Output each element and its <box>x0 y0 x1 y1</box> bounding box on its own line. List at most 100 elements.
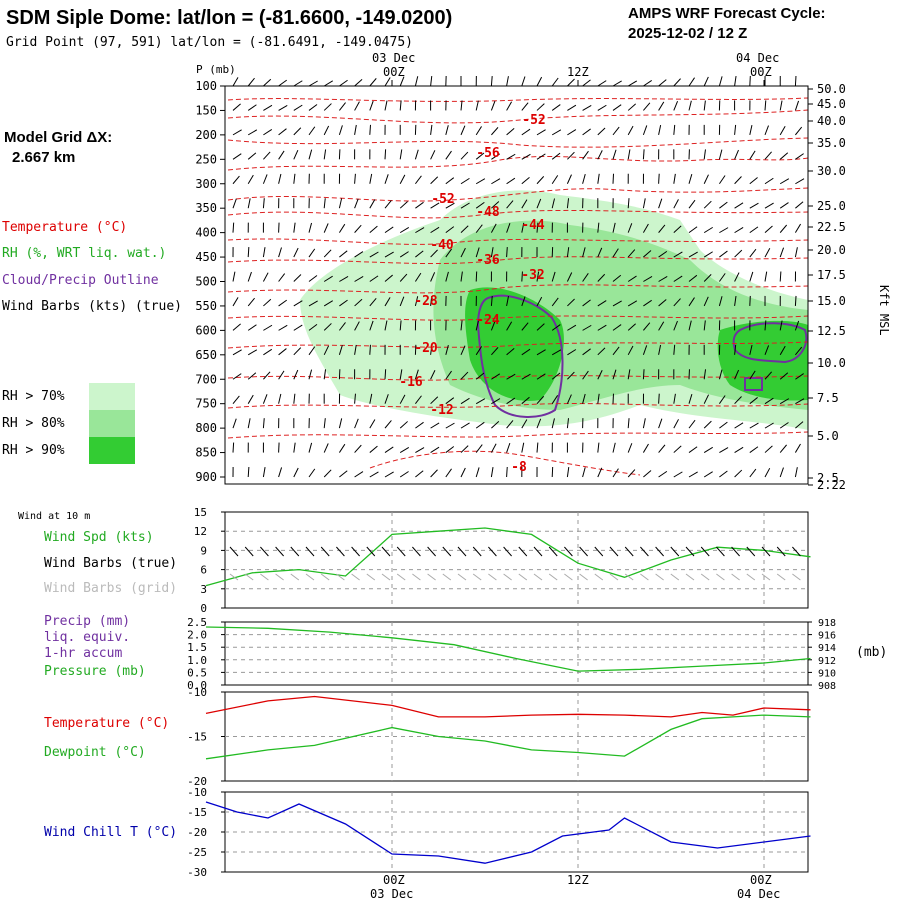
wind-barb <box>734 344 737 355</box>
temperature-contour-label: -44 <box>521 218 545 233</box>
wind-barb <box>627 125 634 136</box>
wind-barb <box>597 442 600 453</box>
wind-barb <box>506 296 509 307</box>
wind-barb <box>491 201 500 209</box>
wind-barb <box>232 222 235 233</box>
wind-barb <box>354 173 356 184</box>
wind-barb <box>643 299 652 307</box>
wind-barb <box>627 103 637 111</box>
wind-barb <box>794 75 797 87</box>
wind-barb <box>232 373 242 380</box>
wind-barb <box>475 178 486 185</box>
surface-wind-barb <box>609 546 619 557</box>
wind-barb <box>414 149 419 160</box>
wind-barb <box>627 323 636 331</box>
wind-barb <box>263 371 271 380</box>
wind-barb <box>293 324 303 331</box>
wind-barb <box>308 80 318 87</box>
wind-barb <box>597 324 607 331</box>
wind-barb <box>506 321 513 331</box>
wind-barb <box>597 173 600 184</box>
wind-barb <box>262 272 269 282</box>
temperature-labels: -52 -56 -52 -48 -44 -40 -36 -32 -28 -24 -20 -16 -12 -… <box>399 113 545 475</box>
wind-barb <box>278 393 282 404</box>
wind-barb <box>779 271 782 282</box>
wind-barb <box>566 174 572 184</box>
wind-barb <box>399 174 406 184</box>
wind-barb <box>232 395 240 405</box>
wind-barb <box>384 274 393 282</box>
wind-barb <box>749 248 757 258</box>
wind-barb <box>293 393 296 404</box>
rh-label: RH (%, WRT liq. wat.) <box>2 246 166 261</box>
wind-barb <box>551 198 556 209</box>
rh-legend: RH > 70% RH > 80% RH > 90% <box>2 383 135 464</box>
wind-barb <box>658 299 667 307</box>
top-tick-00z-2: 00Z <box>750 65 772 79</box>
grid-wind-barb <box>655 573 664 581</box>
wind-barb <box>323 443 329 453</box>
wind-barb <box>597 80 607 87</box>
wind-barb <box>688 320 692 331</box>
wind-barb <box>262 247 266 258</box>
wind-barb <box>642 223 649 233</box>
wind-barb <box>612 369 617 380</box>
grid-wind-barb <box>381 573 391 581</box>
wind-barb <box>749 271 754 282</box>
wind-barb <box>475 421 485 429</box>
wind-barb <box>414 369 419 380</box>
grid-wind-barb <box>594 573 604 581</box>
wind-barb <box>612 324 622 331</box>
wind-barb <box>475 346 483 356</box>
wind-barb <box>247 418 251 429</box>
height-tick-label: 20.0 <box>817 243 846 257</box>
wind-barb <box>415 250 424 258</box>
wind-barb <box>521 396 530 405</box>
isotherm-line <box>227 97 809 102</box>
wind-barb <box>551 77 559 87</box>
wind-barb <box>749 125 753 135</box>
wind-barb <box>369 471 379 478</box>
wind-barb <box>734 396 742 405</box>
bottom-tick-00z-1: 00Z <box>383 873 405 887</box>
wind-barb <box>779 422 789 429</box>
wind-barb <box>247 247 250 258</box>
grid-wind-barb <box>518 573 528 581</box>
height-tick-label: 30.0 <box>817 164 846 178</box>
surface-wind-barb <box>731 546 740 557</box>
wind-barb <box>354 393 356 404</box>
wind-barb <box>521 102 529 111</box>
wind-barb <box>734 469 743 478</box>
wind-barb <box>384 226 394 234</box>
wind-barb <box>795 346 803 356</box>
isotherm-line <box>227 403 809 409</box>
wind-barb <box>764 125 769 136</box>
wind-barb <box>475 100 479 111</box>
wind-barb <box>566 394 572 404</box>
surface-wind-barb <box>518 546 528 557</box>
wind-barb <box>460 445 469 453</box>
surface-wind-barb <box>381 546 391 557</box>
bottom-date-1: 03 Dec <box>370 887 413 900</box>
wind-barb <box>445 446 455 453</box>
wind-barb <box>293 442 296 453</box>
wind-barb <box>643 276 653 282</box>
Temperature (°C)-line <box>205 695 811 718</box>
wind-barb <box>232 271 236 282</box>
height-tick-label: 25.0 <box>817 199 846 213</box>
wind-barb <box>521 296 526 307</box>
wind-barb <box>642 345 648 355</box>
wind-barb <box>612 346 620 356</box>
surface-wind-barb <box>776 546 786 557</box>
pressure-tick-label: 916 <box>818 631 836 642</box>
pressure-tick-label: 914 <box>818 643 836 654</box>
isotherm-line <box>227 137 809 148</box>
wind-barb <box>460 177 470 185</box>
wind-barb <box>475 152 485 160</box>
grid-wind-barb <box>275 573 284 581</box>
Wind Chill T (°C)-line <box>205 801 811 864</box>
wind-barb <box>460 225 469 233</box>
isotherm-line <box>227 155 809 171</box>
grid-wind-barb <box>624 573 634 581</box>
grid-wind-barb <box>366 573 376 581</box>
